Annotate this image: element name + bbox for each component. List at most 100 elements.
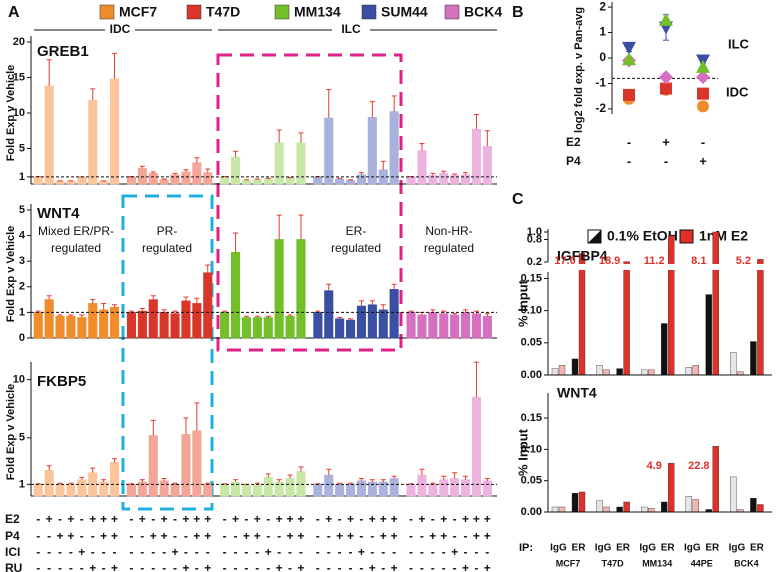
panel-label: A	[8, 4, 20, 21]
bar	[356, 305, 367, 339]
annotation: ILC	[728, 36, 750, 51]
y-tick-label: 1	[599, 25, 606, 39]
bar	[345, 180, 356, 185]
error-bar	[205, 168, 211, 173]
treatment-mark: +	[56, 529, 63, 543]
error-bar	[326, 89, 332, 118]
bar	[668, 235, 675, 376]
treatment-mark: -	[349, 561, 353, 572]
error-bar	[254, 178, 260, 180]
y-tick-label: 0.10	[521, 305, 542, 317]
error-bar	[441, 475, 447, 480]
treatment-mark: +	[473, 512, 480, 526]
bar	[170, 313, 180, 339]
treatment-mark: +	[473, 529, 480, 543]
treatment-mark: -	[47, 561, 51, 572]
bar	[126, 312, 136, 339]
point	[696, 59, 710, 73]
legend-swatch	[361, 4, 377, 20]
treatment-mark: +	[286, 512, 293, 526]
error-bar	[46, 59, 52, 87]
region-label: regulated	[331, 241, 381, 255]
y-tick-label: 1	[19, 171, 25, 183]
treatment-mark: -	[409, 545, 413, 559]
treatment-mark: +	[380, 512, 387, 526]
chart-title: WNT4	[557, 385, 597, 401]
treatment-mark: -	[113, 545, 117, 559]
er-box	[216, 53, 403, 352]
bar	[181, 300, 191, 339]
treatment-mark: -	[91, 545, 95, 559]
error-bar	[90, 299, 96, 304]
error-bar	[79, 314, 85, 318]
error-bar	[348, 318, 354, 321]
error-bar	[57, 482, 63, 485]
error-bar	[484, 130, 490, 147]
treatment-mark: -	[627, 153, 631, 168]
error-bar	[161, 178, 167, 180]
treatment-mark: +	[347, 529, 354, 543]
treatment-mark: +	[429, 529, 436, 543]
bar	[345, 319, 356, 339]
error-bar	[298, 132, 304, 143]
bar	[335, 318, 345, 339]
x-tick-label: IgG	[684, 543, 701, 554]
error-bar	[358, 172, 364, 175]
treatment-mark: -	[392, 545, 396, 559]
treatment-mark: +	[440, 512, 447, 526]
error-bar	[337, 317, 343, 319]
bar	[750, 341, 757, 376]
treatment-mark: +	[150, 529, 157, 543]
treatment-mark: -	[173, 529, 177, 543]
treatment-mark: -	[234, 561, 238, 572]
bar	[110, 461, 120, 497]
treatment-mark: +	[297, 561, 304, 572]
error-bar	[452, 472, 458, 479]
bar	[55, 484, 65, 497]
treatment-mark: -	[409, 512, 413, 526]
bar	[77, 177, 87, 185]
treatment-mark: -	[370, 545, 374, 559]
fold-label: 5.2	[736, 255, 751, 267]
bar	[712, 231, 719, 376]
bar	[44, 299, 54, 339]
y-axis-label: % Input	[515, 279, 530, 327]
error-bar	[265, 473, 271, 478]
y-tick-label: 1.0	[527, 226, 542, 238]
treatment-mark: +	[46, 512, 53, 526]
bar	[471, 129, 482, 185]
bar	[661, 323, 668, 376]
error-bar	[150, 295, 156, 300]
point	[697, 100, 709, 113]
bar	[389, 111, 399, 185]
bar	[571, 493, 579, 513]
error-bar	[358, 478, 364, 481]
bar	[345, 484, 356, 497]
y-tick-label: 0	[19, 332, 25, 344]
error-bar	[463, 475, 469, 480]
bar	[77, 479, 87, 497]
error-bar	[452, 173, 458, 176]
y-tick-label: 0.00	[521, 369, 542, 381]
treatment-mark: -	[485, 545, 489, 559]
treatment-mark: +	[193, 512, 200, 526]
bar	[367, 304, 377, 339]
bar	[668, 462, 675, 513]
bar	[192, 430, 202, 497]
treatment-mark: +	[297, 529, 304, 543]
y-tick-label: 1	[19, 306, 25, 318]
treatment-mark: -	[36, 512, 40, 526]
axis-break	[543, 264, 772, 270]
bar	[460, 479, 471, 497]
treatment-mark: -	[223, 529, 227, 543]
treatment-mark: -	[442, 561, 446, 572]
treatment-mark: +	[369, 512, 376, 526]
treatment-mark: -	[223, 512, 227, 526]
error-bar	[391, 95, 397, 112]
error-bar	[90, 88, 96, 101]
bar	[616, 368, 623, 376]
treatment-mark: +	[111, 529, 118, 543]
error-bar	[46, 295, 52, 300]
chart-title: WNT4	[37, 205, 80, 222]
treatment-mark: -	[36, 561, 40, 572]
